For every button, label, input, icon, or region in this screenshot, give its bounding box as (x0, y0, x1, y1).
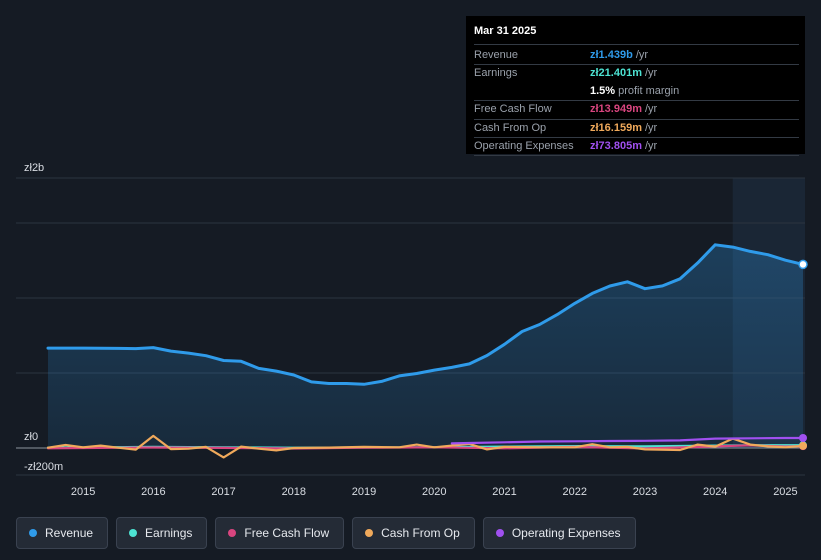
tooltip-label: Earnings (474, 67, 518, 80)
series-line-cash-from-op (46, 434, 805, 459)
tooltip-row-opex: Operating Expenses zł73.805m /yr (474, 138, 799, 157)
legend-label: Cash From Op (381, 526, 460, 540)
tooltip-unit: /yr (635, 49, 649, 61)
series-endpoints (798, 259, 808, 451)
tooltip-label: Cash From Op (474, 121, 547, 134)
tooltip-value: zł73.805m (590, 139, 642, 152)
tooltip-panel: Mar 31 2025 Revenue zł1.439b /yr Earning… (466, 16, 805, 157)
x-tick-label: 2020 (422, 486, 446, 498)
y-label-zero: zł0 (24, 431, 38, 443)
series-line-revenue (46, 243, 805, 386)
legend: Revenue Earnings Free Cash Flow Cash Fro… (16, 517, 636, 549)
tooltip-value: zł13.949m (590, 103, 642, 116)
tooltip-value: zł16.159m (590, 121, 642, 134)
x-tick-label: 2023 (633, 486, 657, 498)
legend-dot-icon (365, 529, 374, 537)
tooltip-unit: /yr (644, 103, 658, 116)
tooltip-margin-value: 1.5% (590, 84, 616, 97)
series-areas (48, 244, 803, 448)
y-label-top: zł2b (24, 162, 44, 174)
legend-item-revenue[interactable]: Revenue (16, 517, 109, 549)
series-line-operating-expenses (450, 436, 805, 445)
legend-dot-icon (29, 529, 37, 537)
legend-dot-icon (228, 529, 237, 537)
x-tick-label: 2021 (492, 486, 516, 498)
x-tick-label: 2025 (773, 486, 797, 498)
legend-label: Revenue (45, 526, 94, 540)
tooltip-unit: /yr (644, 121, 658, 134)
legend-item-operating-expenses[interactable]: Operating Expenses (482, 517, 636, 549)
tooltip-date: Mar 31 2025 (474, 24, 799, 45)
x-tick-label: 2017 (211, 486, 235, 498)
tooltip-margin-label: profit margin (618, 84, 680, 97)
tooltip-row-margin: 1.5% profit margin (474, 83, 799, 102)
series-area-revenue (48, 244, 803, 448)
chart-canvas: zł2b zł0 -zł200m 2015 2016 2017 2018 2019 202… (16, 162, 808, 498)
x-tick-label: 2022 (563, 486, 587, 498)
legend-item-earnings[interactable]: Earnings (116, 517, 208, 549)
x-tick-label: 2019 (352, 486, 376, 498)
tooltip-unit: /yr (644, 139, 658, 152)
tooltip-label: Operating Expenses (474, 139, 574, 152)
legend-dot-icon (495, 529, 504, 537)
tooltip-row-earnings: Earnings zł21.401m /yr (474, 65, 799, 82)
x-tick-label: 2016 (141, 486, 165, 498)
tooltip-unit: /yr (644, 67, 658, 80)
legend-label: Free Cash Flow (244, 526, 330, 540)
legend-label: Operating Expenses (511, 526, 621, 540)
tooltip-row-cfo: Cash From Op zł16.159m /yr (474, 120, 799, 138)
tooltip-value: zł21.401m (590, 67, 642, 80)
x-tick-label: 2024 (703, 486, 727, 498)
endpoint-revenue (798, 259, 808, 270)
endpoint-operating-expenses (799, 434, 807, 443)
tooltip-label: Revenue (474, 49, 519, 61)
x-tick-label: 2018 (282, 486, 306, 498)
legend-item-cash-from-op[interactable]: Cash From Op (352, 517, 475, 549)
y-label-bottom: -zł200m (24, 461, 63, 473)
legend-label: Earnings (145, 526, 193, 540)
endpoint-cash-from-op (799, 441, 807, 450)
tooltip-value: zł1.439b (590, 49, 633, 61)
series-line-free-cash-flow (46, 444, 805, 450)
tooltip-label: Free Cash Flow (474, 103, 552, 116)
x-tick-label: 2015 (71, 486, 95, 498)
series-lines (46, 243, 805, 459)
tooltip-row-fcf: Free Cash Flow zł13.949m /yr (474, 101, 799, 120)
x-axis-ticks: 2015 2016 2017 2018 2019 2020 2021 2022 2023 2024… (71, 486, 798, 498)
tooltip-row-revenue: Revenue zł1.439b /yr (474, 47, 799, 66)
legend-item-free-cash-flow[interactable]: Free Cash Flow (215, 517, 345, 549)
legend-dot-icon (129, 529, 138, 537)
